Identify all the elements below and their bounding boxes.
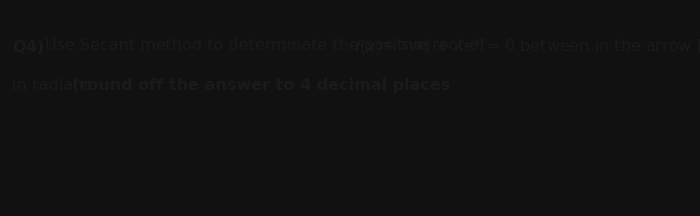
Text: ) + x$e^x$ = 0 between in the arrow [-3,-4]: ) + x$e^x$ = 0 between in the arrow [-3,… [424, 38, 700, 56]
Text: $x$: $x$ [414, 38, 426, 52]
Text: $\mathbf{Q4)}$: $\mathbf{Q4)}$ [12, 38, 45, 56]
Text: = sin(: = sin( [377, 38, 430, 52]
Text: (round off the answer to 4 decimal places: (round off the answer to 4 decimal place… [72, 78, 450, 93]
Text: in radians.: in radians. [12, 78, 102, 93]
Text: $f(x)$: $f(x)$ [354, 38, 382, 56]
Text: Use Secant method to determinate the positive root of: Use Secant method to determinate the pos… [45, 38, 490, 52]
